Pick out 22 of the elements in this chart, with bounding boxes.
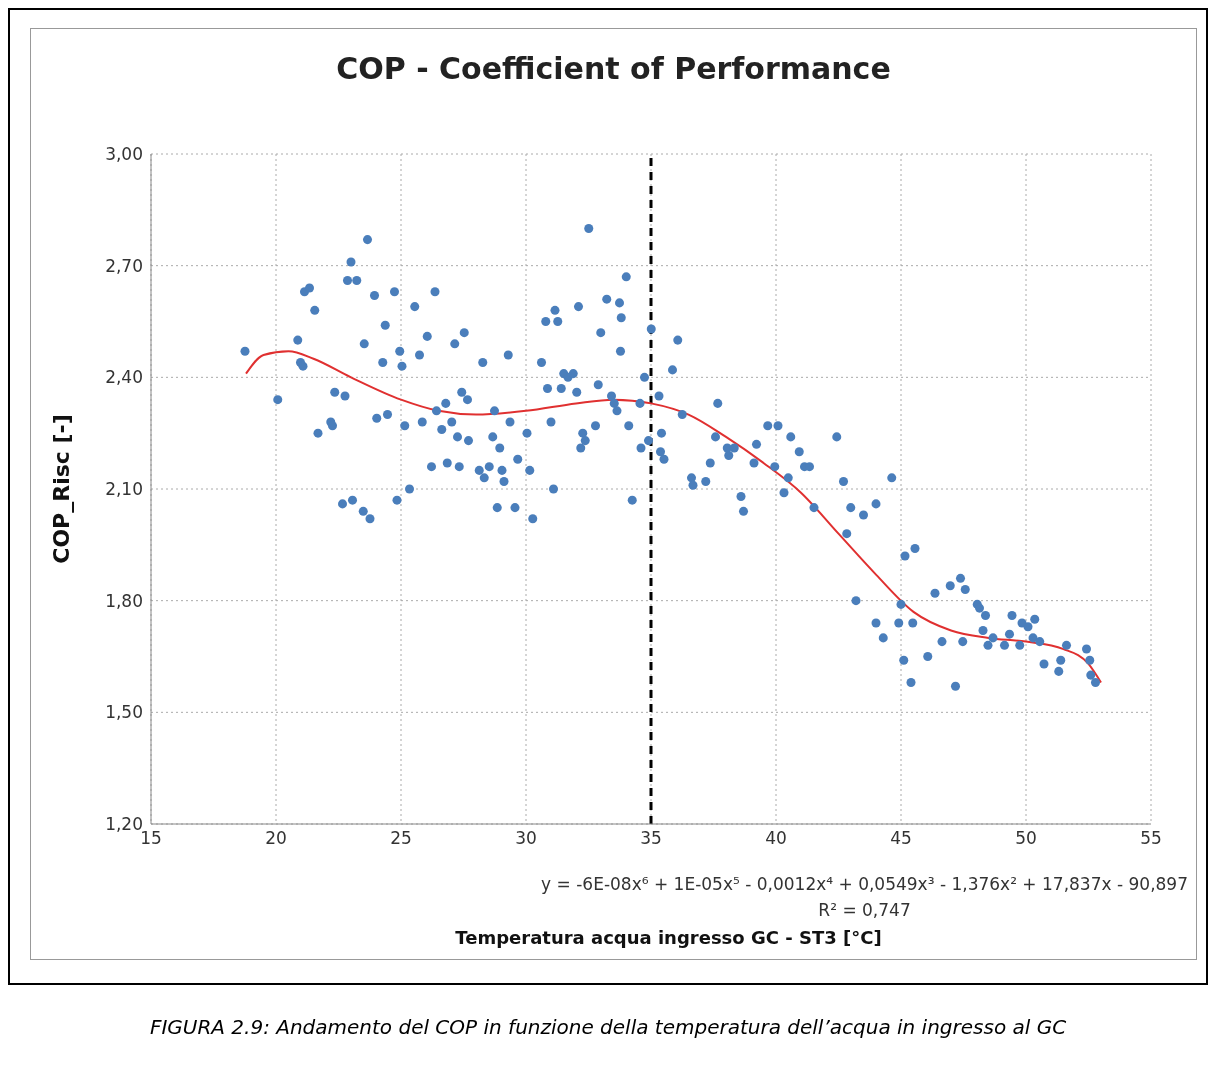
x-tick-label: 55 <box>1140 828 1162 849</box>
y-tick-label: 2,40 <box>105 367 143 388</box>
text: FIGURA 2.9: Andamento del COP in funzione della temperatura dell’acqua in ingresso al GC <box>8 983 1208 1039</box>
text: y = -6E-08x⁶ + 1E-05x⁵ - 0,0012x⁴ + 0,0549x³ - 1,376x² + 17,837x - 90,897 <box>541 873 1188 896</box>
y-axis-title: COP_Risc [-] <box>48 414 74 564</box>
y-tick-label: 3,00 <box>105 144 143 165</box>
x-tick-label: 30 <box>515 828 537 849</box>
x-tick-label: 45 <box>890 828 912 849</box>
x-tick-label: 40 <box>765 828 787 849</box>
y-tick-label: 1,50 <box>105 702 143 723</box>
x-tick-label: 35 <box>640 828 662 849</box>
y-tick-label: 1,20 <box>105 814 143 835</box>
text: R² = 0,747 <box>817 899 912 922</box>
chart-title: COP - Coefficient of Performance <box>335 51 892 86</box>
x-tick-label: 50 <box>1015 828 1037 849</box>
x-tick-label: 20 <box>265 828 287 849</box>
y-tick-label: 2,70 <box>105 255 143 276</box>
y-tick-label: 1,80 <box>105 590 143 611</box>
x-axis-title: Temperatura acqua ingresso GC - ST3 [°C] <box>454 927 883 948</box>
x-tick-label: 15 <box>140 828 162 849</box>
x-tick-label: 25 <box>390 828 412 849</box>
y-tick-label: 2,10 <box>105 479 143 500</box>
